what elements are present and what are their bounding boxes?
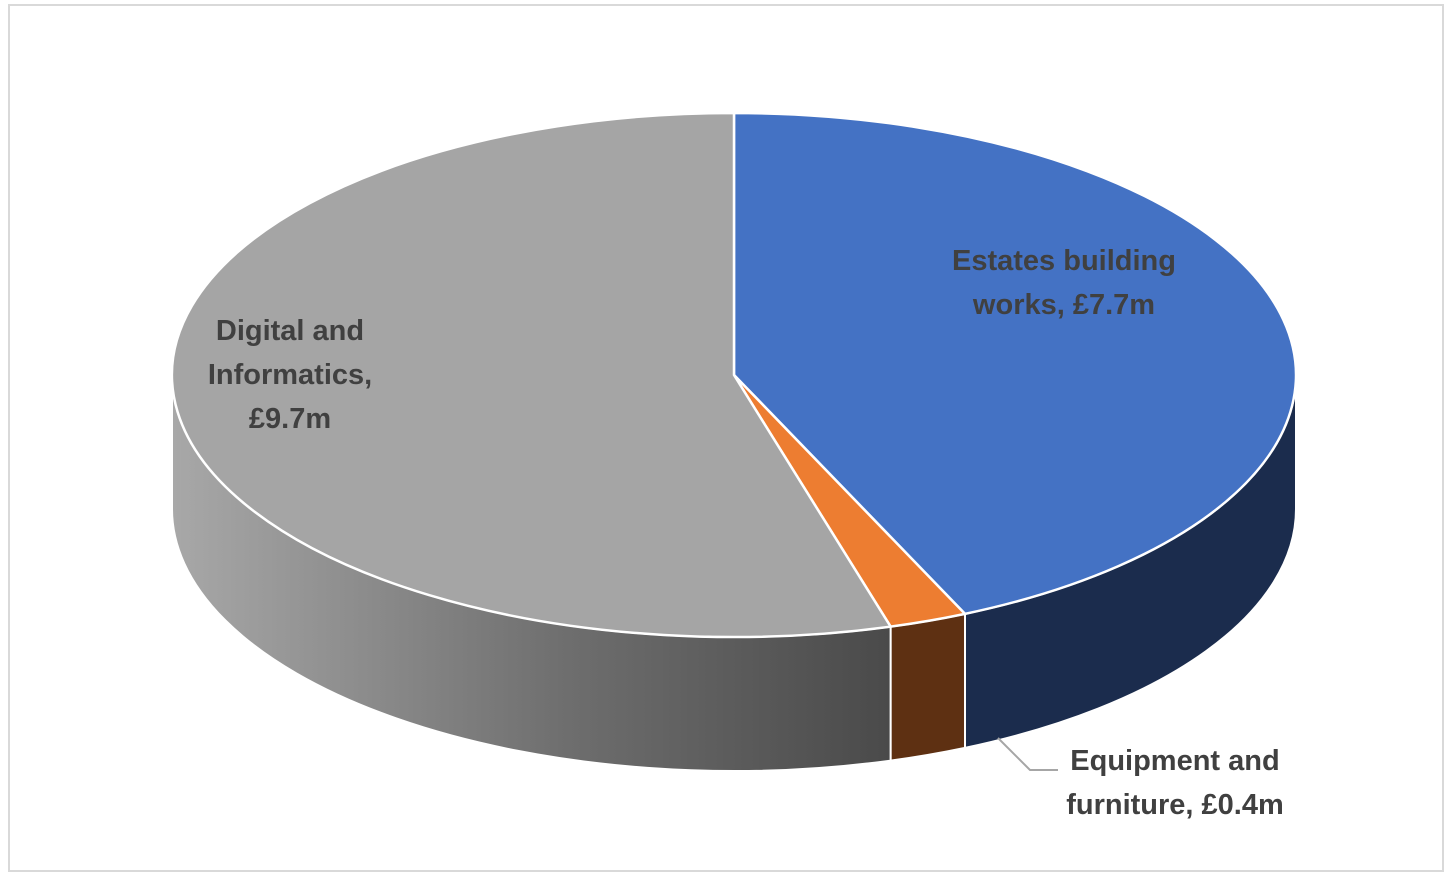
data-label-line: furniture, £0.4m bbox=[1066, 789, 1284, 821]
pie-slice-digital-and-informatics bbox=[170, 111, 892, 639]
data-label: Digital and Informatics, £9.7m bbox=[208, 315, 372, 435]
data-label-line: Estates building bbox=[952, 245, 1176, 277]
pie-side-equipment-and-furniture bbox=[889, 612, 966, 762]
data-label-line: Equipment and bbox=[1070, 745, 1279, 777]
data-labels: Estates building works, £7.7m Equipment an… bbox=[208, 245, 1284, 821]
leader-lines bbox=[997, 737, 1058, 771]
data-label: Equipment and furniture, £0.4m bbox=[1066, 745, 1284, 821]
data-label-line: £9.7m bbox=[249, 403, 331, 435]
pie-slice-estates-building-works bbox=[732, 111, 1298, 616]
leader-line bbox=[997, 737, 1058, 771]
data-label: Estates building works, £7.7m bbox=[952, 245, 1176, 321]
data-label-line: Informatics, bbox=[208, 359, 372, 391]
data-label-line: Digital and bbox=[216, 315, 364, 347]
data-label-line: works, £7.7m bbox=[972, 289, 1155, 321]
pie-top-faces bbox=[170, 111, 1298, 639]
